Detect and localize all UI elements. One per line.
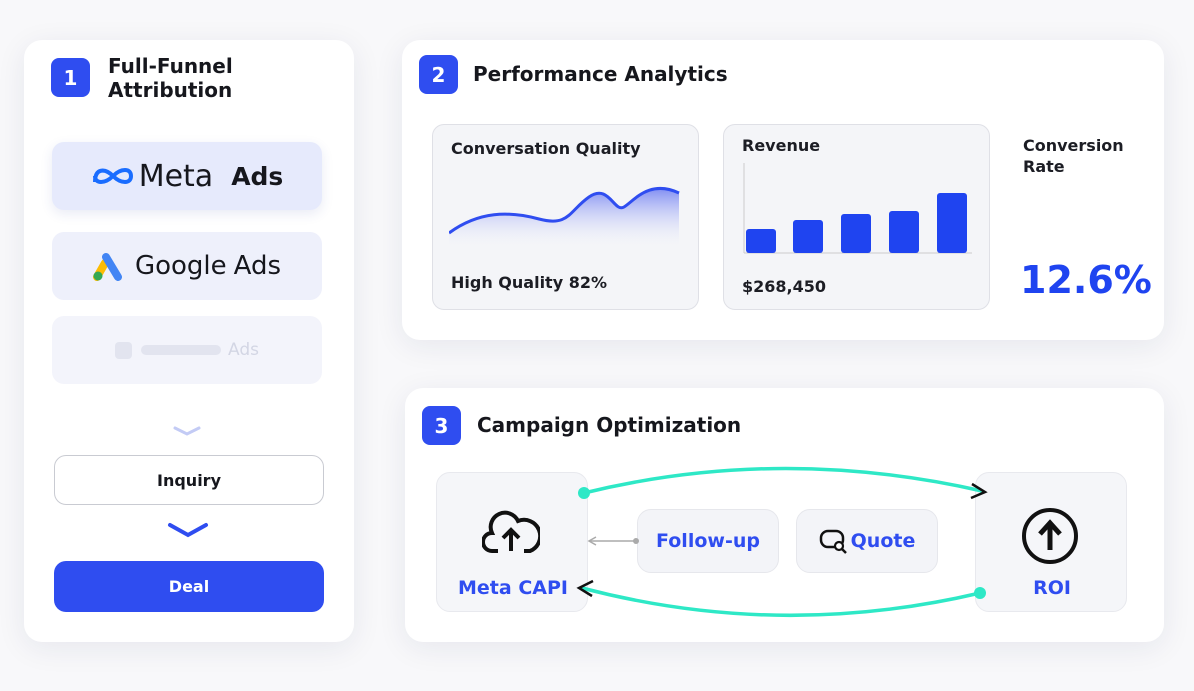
- node[interactable]: Follow-up: [637, 509, 779, 573]
- step-badge: 3: [422, 406, 461, 445]
- panel-title: Campaign Optimization: [477, 413, 742, 437]
- node-label: Meta CAPI: [458, 577, 568, 599]
- upload-cloud-icon: [482, 510, 540, 553]
- source-card[interactable]: Meta Ads: [52, 142, 322, 210]
- brand: Google: [134, 251, 227, 281]
- brand: Meta: [138, 158, 214, 194]
- metric-title: Conversation Quality: [451, 139, 641, 158]
- step-badge: 2: [419, 55, 458, 94]
- metric-card: Conversation Quality High Quality 82%: [432, 124, 699, 310]
- panel-title: Performance Analytics: [473, 62, 728, 86]
- metric-caption: $268,450: [742, 277, 827, 296]
- suffix: Ads: [228, 340, 259, 360]
- placeholder-icon: [115, 341, 132, 359]
- google-ads-logo: [92, 253, 122, 281]
- chevron: [173, 426, 201, 436]
- suffix: Ads: [233, 251, 282, 281]
- revenue-bars: [743, 163, 972, 254]
- placeholder-bar: [141, 345, 221, 355]
- node-label: Quote: [850, 530, 916, 552]
- source-card[interactable]: Ads: [52, 316, 322, 384]
- node[interactable]: ROI: [975, 472, 1127, 612]
- quality-curve: [449, 186, 680, 251]
- chevron: [168, 523, 208, 538]
- source-card[interactable]: Google Ads: [52, 232, 322, 300]
- meta-logo: [92, 168, 133, 184]
- suffix: Ads: [231, 161, 284, 191]
- step-badge: 1: [51, 58, 90, 97]
- roi-icon: [1022, 508, 1078, 564]
- funnel-step[interactable]: Deal: [54, 561, 324, 612]
- node[interactable]: Quote: [796, 509, 938, 573]
- metric-caption: High Quality 82%: [451, 273, 607, 292]
- metric-title: Conversion Rate: [1023, 136, 1124, 176]
- metric-card: Revenue $268,450: [723, 124, 990, 310]
- node-label: ROI: [1033, 577, 1071, 599]
- metric-title: Revenue: [742, 136, 821, 155]
- funnel-step: Inquiry: [54, 455, 324, 505]
- metric-value: 12.6%: [1020, 258, 1152, 302]
- search-icon: [819, 529, 847, 554]
- panel-title: Full-Funnel Attribution: [108, 54, 233, 102]
- node[interactable]: Meta CAPI: [436, 472, 588, 612]
